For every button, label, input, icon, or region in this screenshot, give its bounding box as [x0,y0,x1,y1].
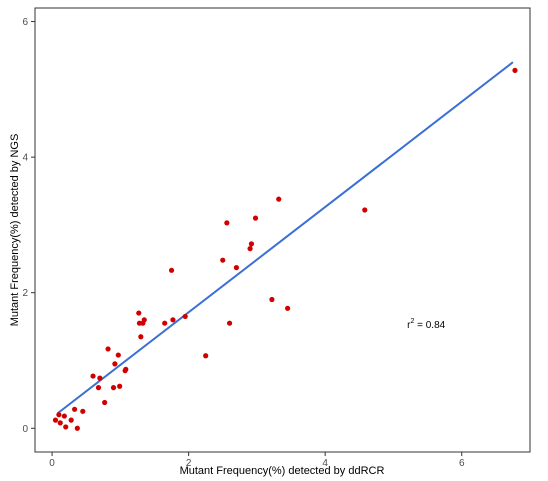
data-point [141,317,147,323]
axis-ticks: 0 2 4 6 0 2 4 6 [22,17,465,469]
data-point [136,310,142,316]
plot-panel [34,7,531,453]
data-point [56,412,62,418]
data-point [97,375,103,381]
data-point [95,385,102,391]
data-point [80,408,86,414]
data-point [168,267,175,273]
x-tick-label: 0 [49,458,55,469]
data-point [170,317,176,323]
data-point [285,305,291,311]
y-tick-label: 2 [22,288,28,299]
fit-line-layer [56,61,514,415]
data-point [63,424,69,430]
data-point [90,373,96,379]
data-point [220,257,226,263]
data-point [112,361,118,367]
data-point [512,67,518,73]
y-axis-title: Mutant Frequency(%) detected by NGS [9,134,21,327]
data-points [52,67,518,431]
y-tick-label: 0 [22,424,28,435]
data-point [233,265,240,271]
data-point [224,220,230,226]
data-point [226,320,233,326]
data-point [276,196,282,202]
data-point [123,366,129,372]
data-point [362,207,368,213]
data-point [105,346,111,352]
data-point [248,241,255,247]
data-point [162,320,168,326]
regression-line [56,61,514,415]
data-point [138,334,144,340]
x-tick-label: 2 [186,458,192,469]
y-tick-label: 6 [22,17,28,28]
data-point [269,296,275,303]
x-axis-title: Mutant Frequency(%) detected by ddRCR [180,465,385,477]
data-point [72,406,78,412]
data-point [74,425,80,431]
data-point [247,246,253,252]
y-tick-label: 4 [22,153,28,164]
x-tick-label: 4 [322,458,328,469]
data-point [52,417,59,423]
data-point [252,215,259,221]
x-tick-label: 6 [459,458,465,469]
data-point [61,413,67,419]
data-point [117,383,123,389]
data-point [57,420,63,426]
data-point [110,385,117,391]
data-point [115,352,121,358]
r-squared-annotation: r2 = 0.84 [407,318,446,331]
data-point [102,399,108,406]
data-point [203,353,209,359]
data-point [182,313,188,320]
data-point [68,417,74,423]
